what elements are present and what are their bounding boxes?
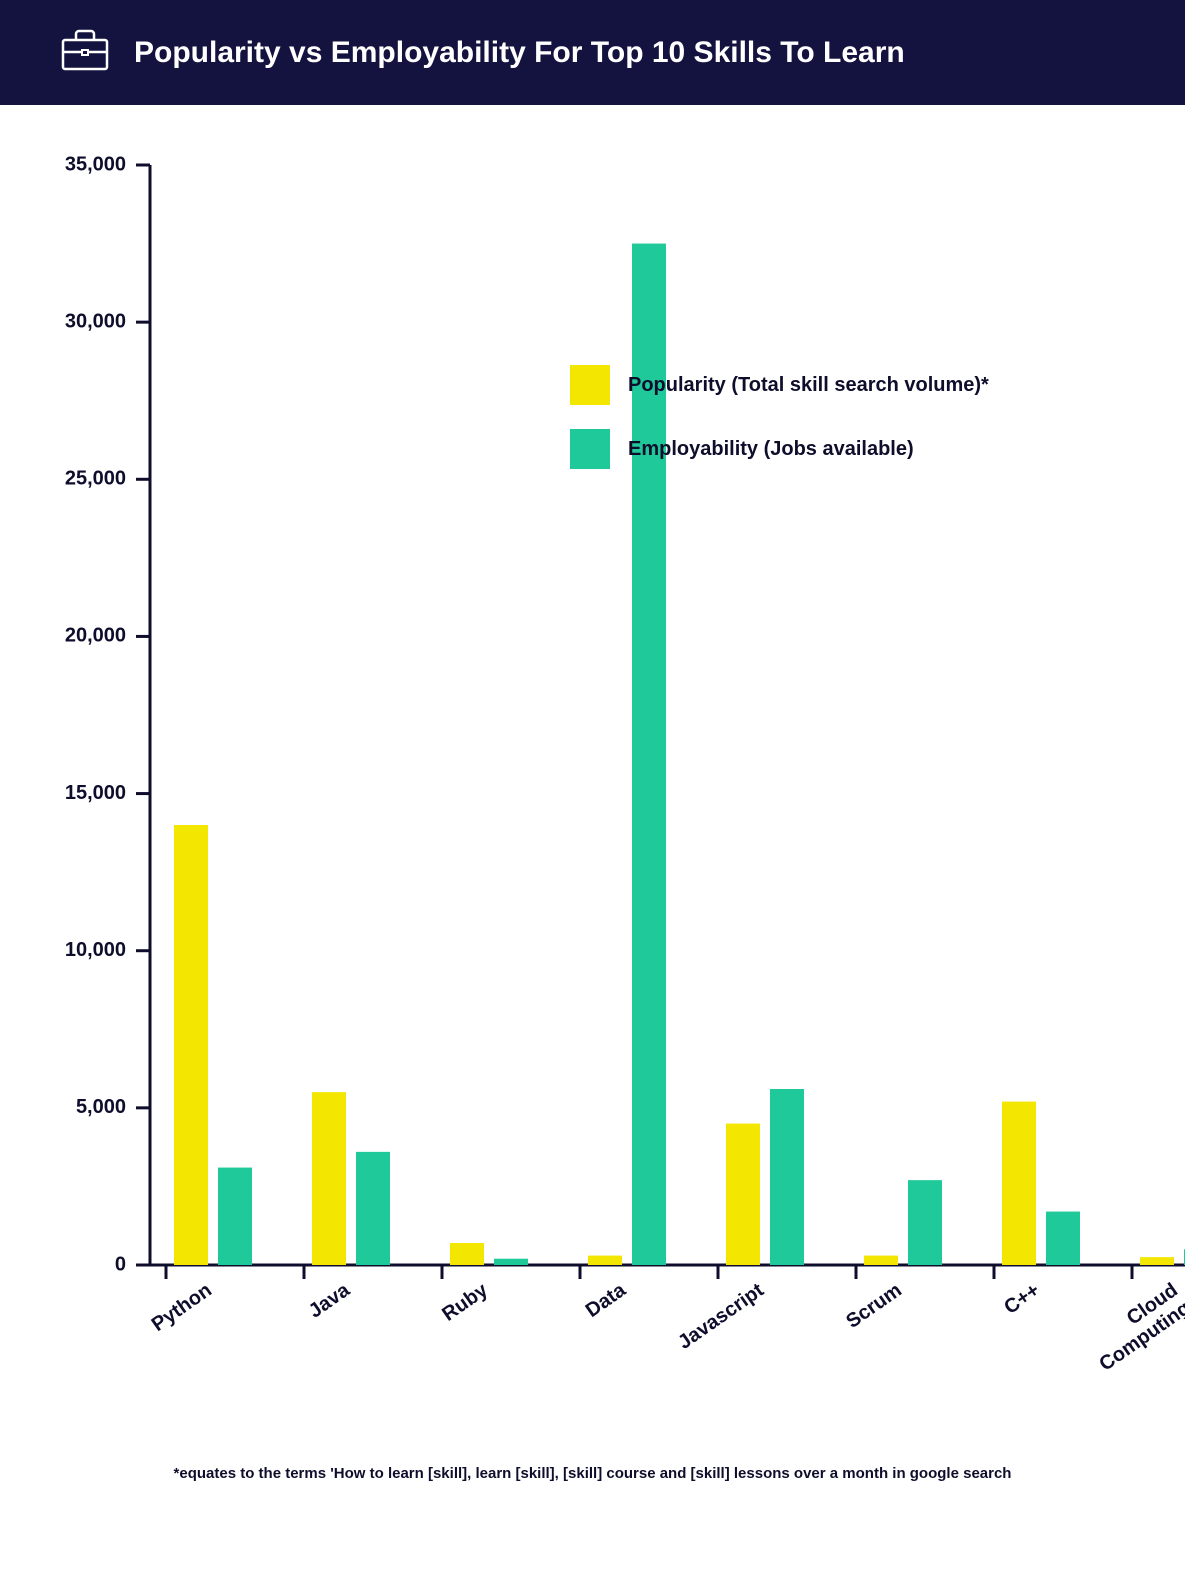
bar bbox=[312, 1092, 346, 1265]
chart-container: 0 5,000 10,000 15,000 20,000 25,000 30,000 35,0… bbox=[0, 105, 1185, 1455]
svg-text:0: 0 bbox=[115, 1253, 126, 1275]
svg-text:20,000: 20,000 bbox=[65, 625, 126, 647]
bar bbox=[494, 1259, 528, 1265]
bar bbox=[356, 1152, 390, 1265]
svg-text:Java: Java bbox=[305, 1279, 355, 1323]
svg-text:Ruby: Ruby bbox=[438, 1279, 492, 1326]
svg-text:Scrum: Scrum bbox=[842, 1279, 906, 1333]
chart-legend: Popularity (Total skill search volume)* E… bbox=[570, 365, 989, 469]
legend-item: Popularity (Total skill search volume)* bbox=[570, 365, 989, 405]
legend-item: Employability (Jobs available) bbox=[570, 429, 989, 469]
svg-text:35,000: 35,000 bbox=[65, 153, 126, 175]
bar bbox=[1140, 1257, 1174, 1265]
svg-text:Javascript: Javascript bbox=[674, 1279, 768, 1354]
bar bbox=[218, 1168, 252, 1265]
chart-title: Popularity vs Employability For Top 10 S… bbox=[134, 36, 905, 70]
legend-label: Employability (Jobs available) bbox=[628, 438, 914, 461]
bar bbox=[908, 1180, 942, 1265]
svg-text:CloudComputing: CloudComputing bbox=[1083, 1279, 1185, 1376]
bar bbox=[864, 1256, 898, 1265]
svg-text:Python: Python bbox=[148, 1279, 216, 1336]
svg-text:15,000: 15,000 bbox=[65, 782, 126, 804]
legend-label: Popularity (Total skill search volume)* bbox=[628, 374, 989, 397]
bar bbox=[450, 1243, 484, 1265]
legend-swatch bbox=[570, 365, 610, 405]
chart-header: Popularity vs Employability For Top 10 S… bbox=[0, 0, 1185, 105]
briefcase-icon bbox=[60, 28, 110, 77]
bar bbox=[174, 825, 208, 1265]
chart-footnote: *equates to the terms 'How to learn [ski… bbox=[0, 1455, 1185, 1522]
bar bbox=[588, 1256, 622, 1265]
svg-text:5,000: 5,000 bbox=[76, 1096, 126, 1118]
bar bbox=[770, 1089, 804, 1265]
bar-chart: 0 5,000 10,000 15,000 20,000 25,000 30,000 35,0… bbox=[40, 145, 1185, 1435]
legend-swatch bbox=[570, 429, 610, 469]
svg-text:10,000: 10,000 bbox=[65, 939, 126, 961]
svg-text:25,000: 25,000 bbox=[65, 468, 126, 490]
svg-text:Data: Data bbox=[582, 1279, 631, 1322]
svg-text:30,000: 30,000 bbox=[65, 310, 126, 332]
bar bbox=[1002, 1102, 1036, 1265]
bar bbox=[726, 1124, 760, 1265]
bar bbox=[1046, 1212, 1080, 1265]
svg-text:C++: C++ bbox=[1000, 1279, 1044, 1319]
